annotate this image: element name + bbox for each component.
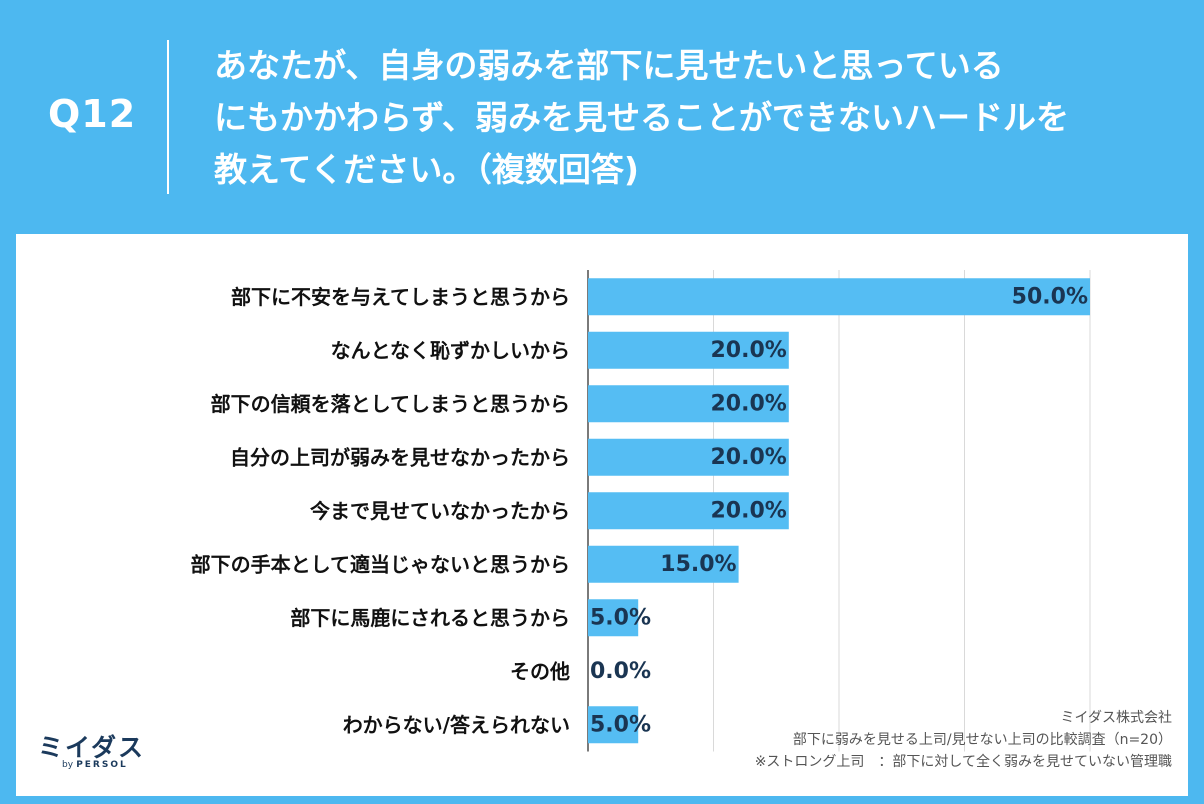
question-line-1: あなたが、自身の弱みを部下に見せたいと思っている <box>214 46 1004 85</box>
bar <box>588 706 639 744</box>
chart-panel: 部下に不安を与えてしまうと思うから 50.0% なんとなく恥ずかしいから 20.0% 部… <box>16 234 1188 796</box>
source-survey: 部下に弱みを見せる上司/見せない上司の比較調査（n=20） <box>792 732 1172 748</box>
value-label: 20.0% <box>710 338 786 363</box>
value-label: 20.0% <box>710 391 786 416</box>
bar <box>588 331 789 369</box>
value-label: 50.0% <box>1012 284 1088 309</box>
value-label: 5.0% <box>590 712 651 737</box>
category-label: 部下の信頼を落としてしまうと思うから <box>211 392 570 416</box>
bar <box>588 278 1090 316</box>
bar <box>588 545 739 583</box>
logo-brand: PERSOL <box>76 760 128 770</box>
value-label: 5.0% <box>590 605 651 630</box>
category-label: 部下に馬鹿にされると思うから <box>290 606 570 630</box>
value-label: 20.0% <box>710 498 786 523</box>
source-footnote: ※ストロング上司 ：部下に対して全く弱みを見せていない管理職 <box>754 754 1172 770</box>
logo-wordmark: ミイダス <box>38 733 146 762</box>
value-label: 15.0% <box>660 552 736 577</box>
source-note: ミイダス株式会社 部下に弱みを見せる上司/見せない上司の比較調査（n=20） ※… <box>755 707 1172 773</box>
header-divider <box>167 40 169 194</box>
question-line-3: 教えてください。（複数回答) <box>214 150 639 189</box>
category-label: なんとなく恥ずかしいから <box>331 338 570 362</box>
bar <box>588 438 789 476</box>
question-line-2: にもかかわらず、弱みを見せることができないハードルを <box>214 98 1070 137</box>
value-label: 20.0% <box>710 445 786 470</box>
bar <box>588 385 789 423</box>
header: Q12 あなたが、自身の弱みを部下に見せたいと思っている にもかかわらず、弱みを… <box>0 0 1204 232</box>
bar <box>588 599 639 637</box>
question-text: あなたが、自身の弱みを部下に見せたいと思っている にもかかわらず、弱みを見せるこ… <box>214 40 1174 196</box>
miidas-logo: ミイダス by PERSOL <box>38 728 178 776</box>
category-label: 今まで見せていなかったから <box>310 499 570 523</box>
logo-byline: by PERSOL <box>62 760 128 770</box>
category-label: 部下の手本として適当じゃないと思うから <box>191 552 570 576</box>
category-label: 部下に不安を与えてしまうと思うから <box>231 285 570 309</box>
value-label: 0.0% <box>590 659 651 684</box>
bar <box>588 492 789 530</box>
logo-by: by <box>62 760 74 770</box>
bar-chart: 部下に不安を与えてしまうと思うから 50.0% なんとなく恥ずかしいから 20.0% 部… <box>191 270 1091 752</box>
category-label: 自分の上司が弱みを見せなかったから <box>230 445 570 469</box>
category-label: その他 <box>510 659 570 683</box>
question-number: Q12 <box>48 92 137 136</box>
category-label: わからない/答えられない <box>343 713 570 737</box>
source-company: ミイダス株式会社 <box>1060 710 1172 726</box>
